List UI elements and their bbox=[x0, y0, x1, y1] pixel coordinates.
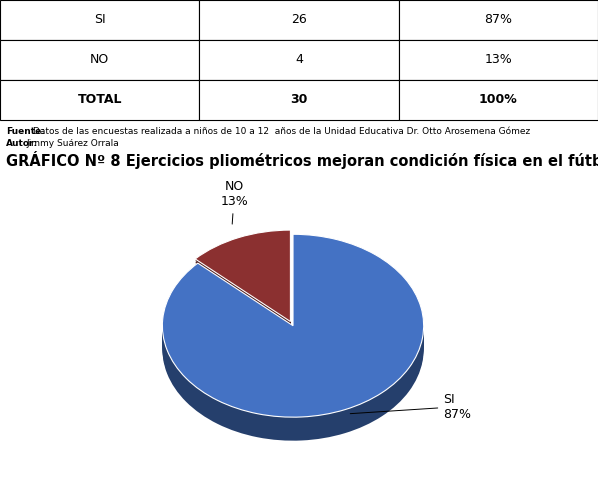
Wedge shape bbox=[163, 236, 423, 419]
Wedge shape bbox=[163, 244, 423, 427]
Wedge shape bbox=[163, 246, 423, 429]
Text: SI
87%: SI 87% bbox=[350, 393, 471, 421]
Wedge shape bbox=[163, 238, 423, 421]
Wedge shape bbox=[163, 258, 423, 441]
Wedge shape bbox=[163, 248, 423, 431]
Wedge shape bbox=[195, 240, 291, 331]
Wedge shape bbox=[163, 256, 423, 439]
Text: Autor:: Autor: bbox=[6, 139, 38, 148]
Wedge shape bbox=[163, 240, 423, 423]
Wedge shape bbox=[163, 250, 423, 433]
Wedge shape bbox=[163, 234, 423, 417]
Wedge shape bbox=[163, 254, 423, 437]
Text: Jimmy Suárez Orrala: Jimmy Suárez Orrala bbox=[27, 139, 120, 148]
Wedge shape bbox=[195, 251, 291, 343]
Text: GRÁFICO Nº 8 Ejercicios pliométricos mejoran condición física en el fútbol: GRÁFICO Nº 8 Ejercicios pliométricos mej… bbox=[6, 151, 598, 169]
Wedge shape bbox=[195, 232, 291, 323]
Wedge shape bbox=[163, 242, 423, 425]
Wedge shape bbox=[195, 246, 291, 337]
Wedge shape bbox=[195, 238, 291, 330]
Wedge shape bbox=[195, 250, 291, 341]
Wedge shape bbox=[195, 253, 291, 345]
Wedge shape bbox=[195, 230, 291, 321]
Wedge shape bbox=[195, 244, 291, 335]
Text: NO
13%: NO 13% bbox=[220, 180, 248, 224]
Wedge shape bbox=[195, 248, 291, 339]
Wedge shape bbox=[195, 236, 291, 328]
Text: Datos de las encuestas realizada a niños de 10 a 12  años de la Unidad Educativa: Datos de las encuestas realizada a niños… bbox=[33, 127, 530, 136]
Text: Fuente:: Fuente: bbox=[6, 127, 45, 136]
Wedge shape bbox=[163, 252, 423, 435]
Wedge shape bbox=[195, 234, 291, 325]
Wedge shape bbox=[195, 242, 291, 333]
